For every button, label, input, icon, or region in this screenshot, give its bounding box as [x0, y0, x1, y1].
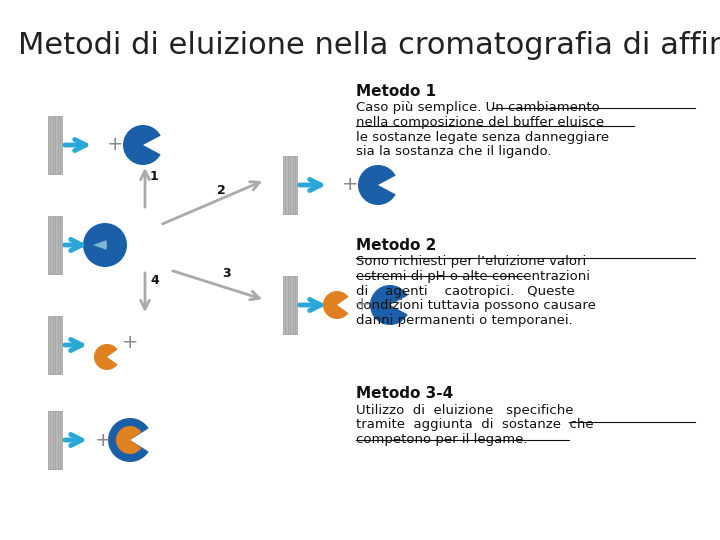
Text: Sono richiesti per l’eluizione valori: Sono richiesti per l’eluizione valori [356, 255, 587, 268]
Text: Metodo 3-4: Metodo 3-4 [356, 386, 454, 401]
Text: 1: 1 [150, 170, 158, 183]
Bar [48, 411, 62, 469]
Text: di    agenti    caotropici.   Queste: di agenti caotropici. Queste [356, 285, 575, 298]
Text: Metodi di eluizione nella cromatografia di affinità: Metodi di eluizione nella cromatografia … [18, 30, 720, 60]
Wedge shape [123, 125, 161, 165]
Text: Caso più semplice. Un cambiamento: Caso più semplice. Un cambiamento [356, 102, 600, 114]
Bar [283, 156, 297, 214]
Text: Metodo 2: Metodo 2 [356, 238, 437, 253]
Text: +: + [122, 334, 138, 353]
Wedge shape [93, 240, 107, 250]
Wedge shape [358, 165, 396, 205]
Wedge shape [94, 344, 117, 370]
Text: Metodo 1: Metodo 1 [356, 84, 436, 99]
Bar [48, 216, 62, 274]
Wedge shape [323, 291, 348, 319]
Text: 3: 3 [222, 267, 231, 280]
Bar [48, 116, 62, 174]
Text: 4: 4 [150, 274, 158, 287]
Text: tramite  aggiunta  di  sostanze  che: tramite aggiunta di sostanze che [356, 418, 594, 431]
Text: estremi di pH o alte concentrazioni: estremi di pH o alte concentrazioni [356, 270, 590, 283]
Wedge shape [370, 285, 408, 325]
Text: Utilizzo  di  eluizione   specifiche: Utilizzo di eluizione specifiche [356, 404, 574, 417]
Text: le sostanze legate senza danneggiare: le sostanze legate senza danneggiare [356, 131, 610, 144]
Circle shape [83, 223, 127, 267]
Wedge shape [116, 426, 141, 454]
Wedge shape [108, 418, 148, 462]
Text: danni permanenti o temporanei.: danni permanenti o temporanei. [356, 314, 573, 327]
Text: 2: 2 [217, 185, 226, 198]
Text: sia la sostanza che il ligando.: sia la sostanza che il ligando. [356, 145, 552, 158]
Text: +: + [342, 176, 359, 194]
Text: +: + [95, 430, 112, 449]
Text: competono per il legame.: competono per il legame. [356, 433, 528, 446]
Bar [283, 276, 297, 334]
Text: +: + [354, 295, 370, 314]
Text: nella composizione del buffer eluisce: nella composizione del buffer eluisce [356, 116, 605, 129]
Text: +: + [107, 136, 123, 154]
Bar [48, 316, 62, 374]
Text: condizioni tuttavia possono causare: condizioni tuttavia possono causare [356, 299, 596, 312]
